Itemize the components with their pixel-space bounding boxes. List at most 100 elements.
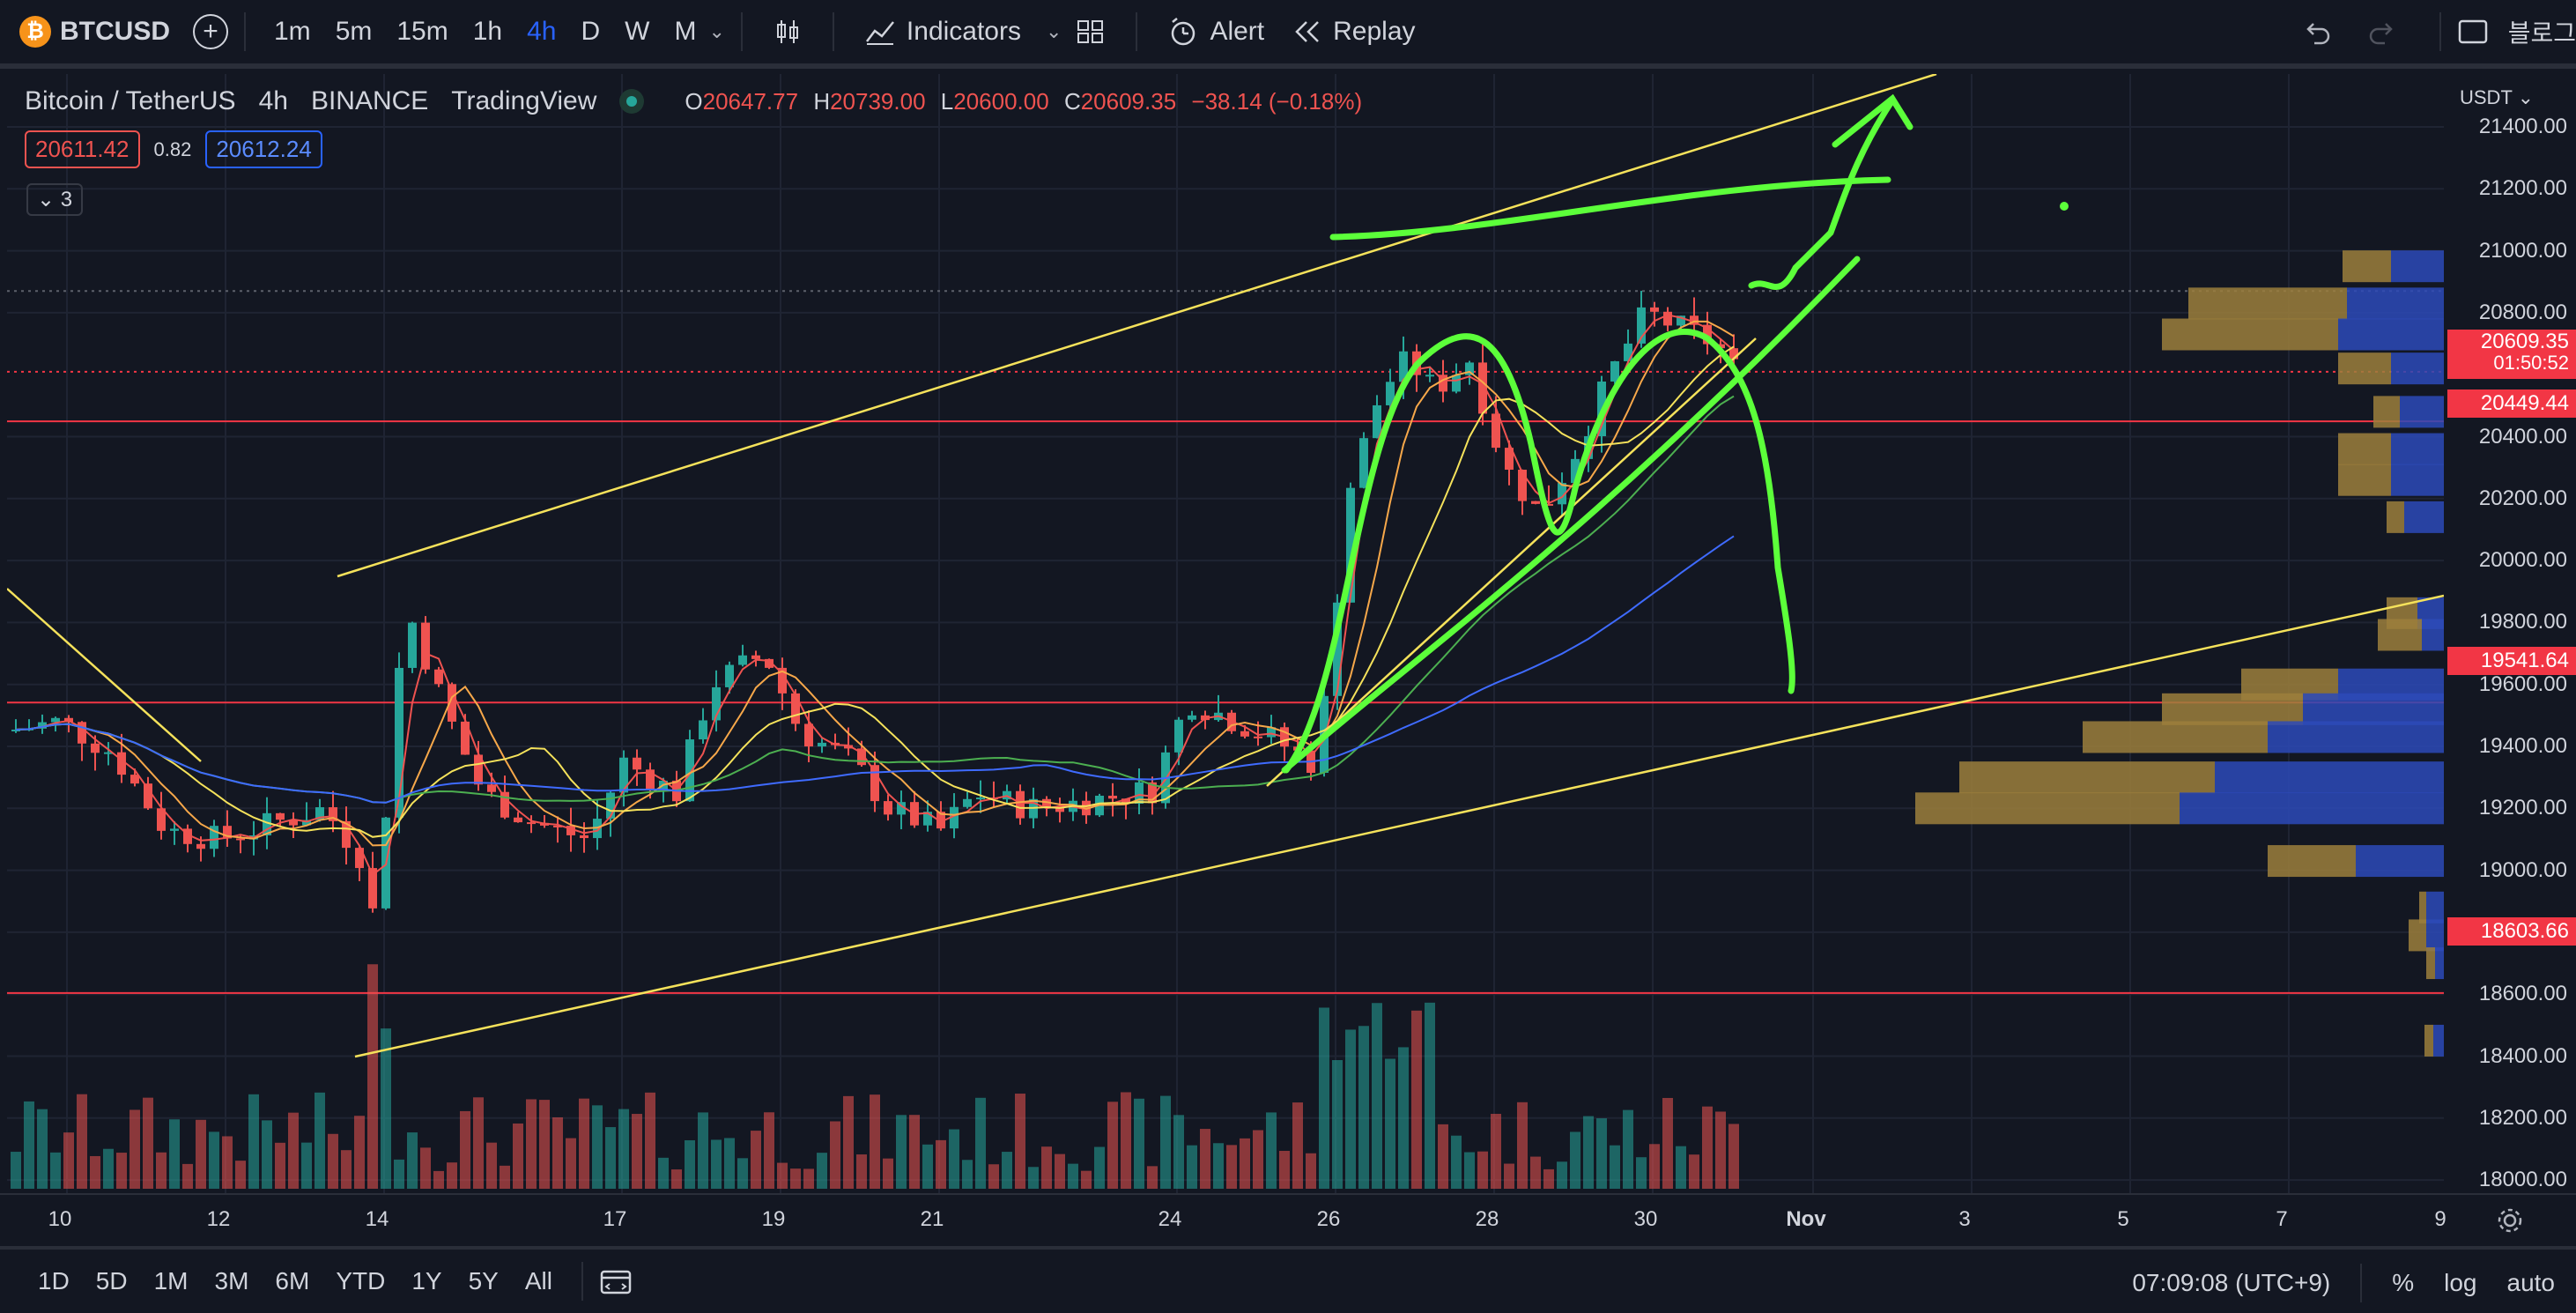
- alert-button[interactable]: Alert: [1153, 16, 1278, 48]
- candle-body: [1399, 351, 1408, 382]
- range-1y[interactable]: 1Y: [411, 1267, 442, 1294]
- add-symbol-icon[interactable]: +: [193, 14, 228, 49]
- volume-bar: [248, 1094, 259, 1189]
- redo-icon[interactable]: [2367, 19, 2397, 45]
- candle-body: [1478, 362, 1487, 414]
- candle-body: [474, 754, 483, 785]
- layouts-button[interactable]: [1062, 17, 1120, 47]
- blog-link[interactable]: 블로그: [2507, 19, 2576, 47]
- candle-body: [1544, 503, 1553, 506]
- candle-body: [1267, 727, 1276, 738]
- interval-d[interactable]: D: [581, 17, 601, 46]
- drawing-dot: [2060, 202, 2069, 211]
- sell-price-button[interactable]: 20611.42: [25, 130, 140, 168]
- volume-bar: [1134, 1098, 1144, 1189]
- replay-button[interactable]: Replay: [1278, 17, 1429, 47]
- candle-body: [500, 791, 509, 818]
- currency-selector[interactable]: USDT ⌄: [2460, 86, 2535, 108]
- candle-body: [791, 693, 800, 724]
- candle-body: [1016, 790, 1025, 819]
- interval-15m[interactable]: 15m: [396, 17, 448, 46]
- date-range-icon[interactable]: [599, 1266, 633, 1296]
- volume-bar: [156, 1152, 167, 1189]
- auto-toggle[interactable]: auto: [2506, 1269, 2556, 1296]
- volume-profile-buy-bar: [2400, 396, 2444, 428]
- interval-m[interactable]: M: [674, 17, 697, 46]
- buy-price-button[interactable]: 20612.24: [205, 130, 322, 168]
- volume-bar: [671, 1169, 682, 1189]
- volume-bar: [447, 1162, 457, 1189]
- volume-bar: [1279, 1151, 1290, 1189]
- volume-bar: [566, 1138, 576, 1189]
- market-status-icon[interactable]: [619, 89, 645, 114]
- timezone-clock[interactable]: 07:09:08 (UTC+9): [2132, 1269, 2331, 1296]
- range-3m[interactable]: 3M: [214, 1267, 249, 1294]
- range-5d[interactable]: 5D: [95, 1267, 128, 1294]
- candle-body: [1624, 343, 1632, 361]
- volume-bar: [433, 1170, 444, 1189]
- volume-bar: [275, 1142, 285, 1189]
- chart-pane[interactable]: Bitcoin / TetherUS 4h BINANCE TradingVie…: [7, 74, 2444, 1193]
- volume-bar: [182, 1163, 193, 1189]
- candle-body: [976, 797, 985, 800]
- symbol-search[interactable]: ₿ BTCUSD: [19, 16, 170, 48]
- time-tick-label: 17: [603, 1207, 627, 1231]
- indicators-collapse-button[interactable]: ⌄ 3: [26, 183, 84, 216]
- volume-bar: [988, 1164, 999, 1189]
- candle-body: [1650, 307, 1659, 312]
- volume-bar: [1358, 1026, 1369, 1189]
- price-tick-label: 19200.00: [2478, 796, 2567, 820]
- time-scale[interactable]: 10 12 14 17 19 21 24 26 28 30 Nov 3 5 7 9: [0, 1193, 2576, 1246]
- percent-toggle[interactable]: %: [2392, 1269, 2415, 1296]
- volume-profile-buy-bar: [2180, 792, 2444, 825]
- rewind-icon: [1295, 21, 1320, 42]
- undo-icon[interactable]: [2302, 19, 2332, 45]
- volume-bar: [407, 1132, 418, 1189]
- volume-bar: [354, 1116, 365, 1189]
- time-tick-label: 14: [365, 1207, 389, 1231]
- indicators-button[interactable]: Indicators: [850, 17, 1035, 47]
- range-all[interactable]: All: [524, 1267, 552, 1294]
- candle-body: [408, 622, 417, 668]
- candle-body: [104, 752, 113, 754]
- price-chart[interactable]: [7, 74, 2444, 1193]
- log-toggle[interactable]: log: [2444, 1269, 2477, 1296]
- chevron-down-icon: ⌄: [37, 188, 56, 211]
- interval-4h[interactable]: 4h: [527, 17, 557, 46]
- candle-body: [342, 820, 351, 849]
- candle-body: [91, 743, 100, 753]
- candle-body: [646, 769, 655, 790]
- price-scale[interactable]: USDT ⌄ 21400.00 21200.00 21000.00 20800.00 2…: [2447, 74, 2576, 1253]
- candle-body: [434, 669, 443, 685]
- indicators-dropdown-chevron-icon[interactable]: ⌄: [1046, 20, 1062, 42]
- interval-1h[interactable]: 1h: [472, 17, 503, 46]
- interval-1m[interactable]: 1m: [274, 17, 311, 46]
- range-6m[interactable]: 6M: [275, 1267, 310, 1294]
- candle-body: [1690, 315, 1699, 325]
- legend-interval: 4h: [258, 86, 288, 115]
- settings-gear-icon[interactable]: [2495, 1205, 2525, 1235]
- interval-dropdown-chevron-icon[interactable]: ⌄: [708, 20, 725, 42]
- interval-5m[interactable]: 5m: [335, 17, 373, 46]
- range-ytd[interactable]: YTD: [336, 1267, 386, 1294]
- range-5y[interactable]: 5Y: [468, 1267, 499, 1294]
- range-1d[interactable]: 1D: [38, 1267, 70, 1294]
- chart-style-button[interactable]: [759, 17, 817, 47]
- symbol-title[interactable]: Bitcoin / TetherUS: [25, 86, 236, 115]
- volume-profile-sell-bar: [1915, 792, 2180, 825]
- candle-body: [1254, 736, 1262, 738]
- volume-bar: [381, 1028, 391, 1189]
- volume-profile-buy-bar: [2391, 250, 2444, 283]
- candle-body: [51, 717, 60, 723]
- fullscreen-icon[interactable]: [2457, 17, 2489, 47]
- time-tick-label: 7: [2276, 1207, 2288, 1231]
- range-1m[interactable]: 1M: [153, 1267, 189, 1294]
- candle-body: [963, 798, 972, 807]
- time-tick-label: 19: [761, 1207, 786, 1231]
- volume-bar: [196, 1119, 206, 1189]
- volume-bar: [1121, 1092, 1131, 1189]
- interval-w[interactable]: W: [625, 17, 650, 46]
- volume-profile-sell-bar: [2162, 693, 2303, 725]
- candle-body: [738, 655, 747, 665]
- volume-profile-buy-bar: [2433, 1024, 2444, 1057]
